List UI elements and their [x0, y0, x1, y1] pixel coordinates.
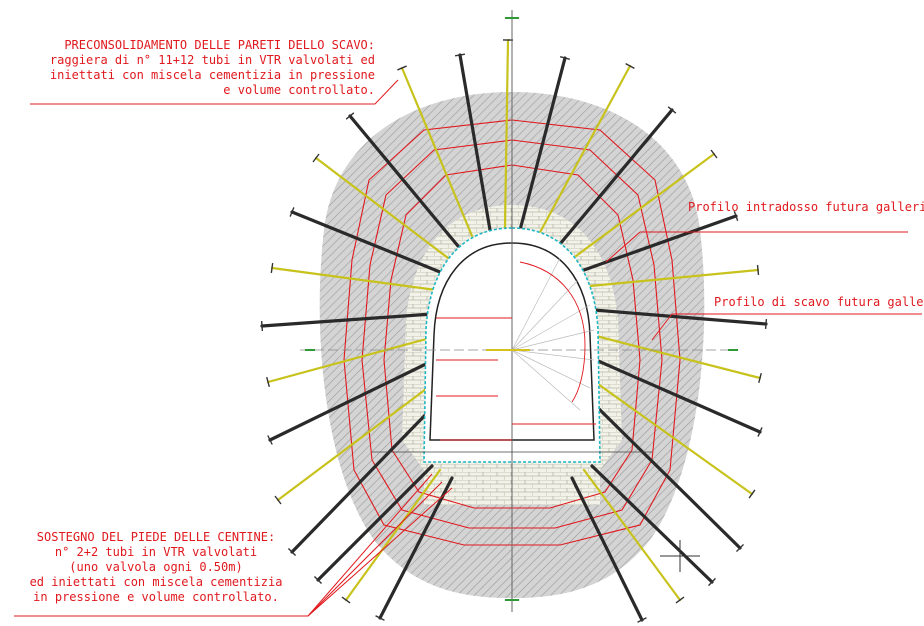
vtr-bolt-end-26 — [675, 596, 685, 604]
intrados-profile-label: Profilo intradosso futura galleria — [688, 200, 924, 214]
leader-lines — [14, 79, 922, 617]
vtr-bolt-11 — [582, 214, 738, 272]
vtr-bolt-end-5 — [625, 63, 635, 69]
vtr-bolt-6 — [348, 114, 460, 248]
vtr-bolt-3 — [518, 56, 567, 232]
vtr-bolt-end-3 — [559, 56, 571, 60]
vtr-bolt-end-25 — [375, 615, 385, 621]
vtr-bolt-end-7 — [667, 106, 677, 114]
vtr-bolt-end-13 — [756, 264, 760, 276]
vtr-bolt-7 — [558, 108, 674, 246]
vtr-bolt-end-11 — [733, 211, 739, 221]
vtr-bolt-end-17 — [758, 372, 762, 384]
dimension-ticks — [436, 317, 596, 441]
vtr-bolt-14 — [260, 312, 434, 328]
vtr-bolt-2 — [458, 53, 492, 232]
vtr-bolt-end-28 — [708, 577, 716, 587]
vtr-bolt-end-21 — [748, 489, 756, 499]
vtr-bolt-15 — [592, 308, 768, 326]
vtr-bolt-21 — [596, 382, 754, 496]
top-annotation-line2: raggiera di n° 11+12 tubi in VTR valvola… — [49, 53, 375, 67]
excavation-profile-label: Profilo di scavo futura galleria — [714, 295, 924, 309]
bottom-annotation: SOSTEGNO DEL PIEDE DELLE CENTINE: n° 2+2… — [14, 530, 298, 605]
vtr-bolt-12 — [270, 266, 438, 292]
vtr-bolt-end-10 — [289, 207, 295, 217]
vtr-bolt-end-20 — [274, 495, 282, 505]
bottom-annotation-line3: (uno valvola ogni 0.50m) — [69, 560, 243, 574]
vtr-bolt-19 — [594, 358, 762, 434]
vtr-bolt-24 — [344, 468, 442, 602]
cross-marker — [660, 540, 700, 572]
bolt-fan — [260, 38, 768, 623]
vtr-bolt-27 — [570, 476, 644, 622]
vtr-bolt-13 — [588, 268, 760, 288]
vtr-bolt-20 — [276, 384, 432, 502]
vtr-bolt-22 — [290, 406, 434, 554]
top-annotation-line1: PRECONSOLIDAMENTO DELLE PARETI DELLO SCA… — [64, 38, 375, 52]
top-annotation-line4: e volume controllato. — [223, 83, 375, 97]
vtr-bolt-26 — [582, 468, 682, 602]
vtr-bolt-end-9 — [710, 149, 718, 159]
vtr-bolt-4 — [400, 66, 474, 238]
construction-lines — [511, 257, 595, 411]
vtr-bolt-end-18 — [267, 435, 273, 445]
vtr-bolt-end-2 — [454, 53, 466, 57]
vtr-bolt-10 — [290, 210, 442, 274]
bottom-annotation-line5: in pressione e volume controllato. — [33, 590, 279, 604]
vtr-bolt-5 — [536, 64, 632, 238]
bottom-annotation-line2: n° 2+2 tubi in VTR valvolati — [54, 545, 258, 559]
bottom-annotation-line1: SOSTEGNO DEL PIEDE DELLE CENTINE: — [36, 530, 276, 544]
vtr-bolt-end-4 — [397, 65, 407, 71]
vtr-bolt-18 — [268, 360, 432, 442]
vtr-bolt-end-16 — [266, 376, 270, 388]
dimension-arc — [519, 261, 586, 403]
top-annotation: PRECONSOLIDAMENTO DELLE PARETI DELLO SCA… — [30, 38, 375, 98]
vtr-bolt-end-22 — [287, 548, 297, 556]
vtr-bolt-16 — [266, 336, 432, 384]
vtr-bolt-28 — [590, 464, 714, 584]
vtr-bolt-end-24 — [341, 596, 351, 604]
vtr-bolt-9 — [574, 152, 716, 258]
vtr-bolt-8 — [314, 156, 450, 260]
vtr-bolt-end-27 — [637, 617, 647, 623]
vtr-bolt-end-23 — [735, 543, 745, 553]
vtr-bolt-29 — [316, 464, 434, 582]
vtr-bolt-end-19 — [757, 427, 763, 437]
top-annotation-line3: iniettati con miscela cementizia in pres… — [49, 68, 375, 82]
vtr-bolt-1 — [503, 38, 510, 230]
vtr-bolt-end-6 — [345, 112, 355, 120]
vtr-bolt-end-8 — [312, 153, 320, 163]
vtr-bolt-end-29 — [313, 575, 323, 585]
vtr-bolt-17 — [594, 334, 762, 380]
vtr-bolt-end-12 — [270, 262, 274, 274]
vtr-bolt-end-14 — [260, 320, 264, 332]
vtr-bolt-23 — [594, 404, 742, 550]
bottom-annotation-line4: ed iniettati con miscela cementizia — [29, 575, 283, 589]
vtr-bolt-end-15 — [764, 318, 768, 330]
vtr-bolt-25 — [378, 476, 454, 620]
